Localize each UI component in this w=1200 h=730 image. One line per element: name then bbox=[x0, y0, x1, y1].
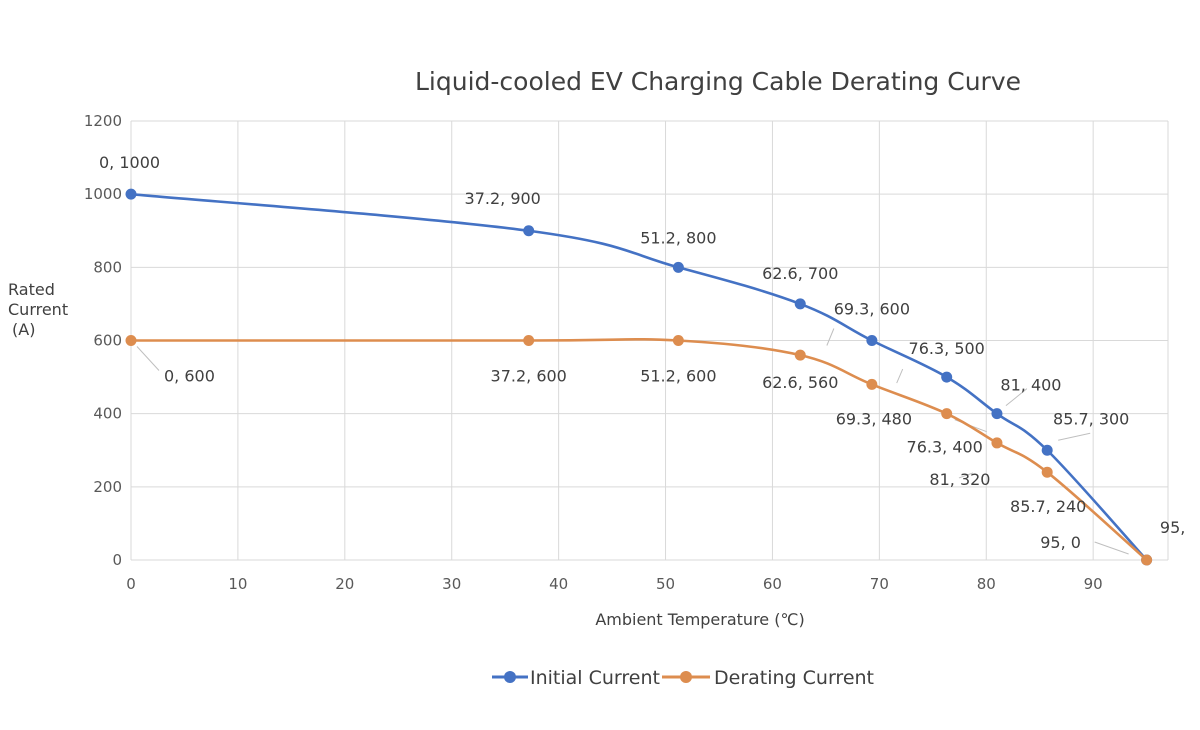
data-label-derating-current: 95, 0 bbox=[1040, 533, 1081, 552]
legend-label-initial: Initial Current bbox=[530, 667, 660, 689]
x-tick-label: 10 bbox=[228, 575, 247, 593]
data-label-derating-current: 76.3, 400 bbox=[907, 438, 983, 457]
data-label-initial-current: 95, bbox=[1160, 518, 1185, 537]
chart-title: Liquid-cooled EV Charging Cable Derating… bbox=[415, 67, 1021, 96]
data-label-derating-current: 85.7, 240 bbox=[1010, 497, 1086, 516]
y-tick-label: 800 bbox=[93, 258, 122, 276]
data-point-derating-current bbox=[1041, 466, 1053, 478]
data-label-initial-current: 69.3, 600 bbox=[834, 300, 910, 319]
y-axis-label: Rated Current (A) bbox=[8, 280, 68, 339]
data-label-derating-current: 81, 320 bbox=[929, 470, 990, 489]
y-tick-label: 600 bbox=[93, 332, 122, 350]
label-leader-line bbox=[896, 368, 904, 384]
data-label-initial-current: 76.3, 500 bbox=[909, 339, 985, 358]
label-leader-line bbox=[958, 472, 974, 479]
series-lines bbox=[130, 192, 1148, 561]
data-point-derating-current bbox=[991, 437, 1003, 449]
label-leader-lines bbox=[130, 180, 1129, 555]
data-label-derating-current: 62.6, 560 bbox=[762, 373, 838, 392]
label-leader-line bbox=[826, 328, 835, 346]
series-line-initial-current bbox=[130, 192, 1148, 561]
data-point-derating-current bbox=[672, 335, 684, 346]
data-point-derating-current bbox=[794, 349, 806, 361]
x-axis-label: Ambient Temperature (℃) bbox=[595, 610, 804, 629]
x-tick-label: 80 bbox=[977, 575, 996, 593]
data-label-initial-current: 81, 400 bbox=[1000, 376, 1061, 395]
data-label-initial-current: 85.7, 300 bbox=[1053, 409, 1129, 428]
data-label-initial-current: 62.6, 700 bbox=[762, 264, 838, 283]
label-leader-line bbox=[1094, 541, 1129, 555]
data-point-derating-current bbox=[125, 335, 137, 346]
legend-initial-current: Initial Current bbox=[492, 667, 660, 689]
x-tick-label: 50 bbox=[656, 575, 675, 593]
y-tick-label: 1000 bbox=[84, 185, 122, 203]
legend-marker-initial bbox=[504, 671, 516, 683]
data-label-derating-current: 69.3, 480 bbox=[836, 409, 912, 428]
data-point-initial-current bbox=[991, 408, 1003, 420]
data-point-initial-current bbox=[672, 261, 684, 273]
legend-derating-current: Derating Current bbox=[662, 667, 874, 689]
data-labels: 0, 1000 37.2, 900 51.2, 800 62.6, 700 69.3, … bbox=[99, 153, 1185, 552]
y-axis-label-line-2: Current bbox=[8, 300, 68, 319]
data-point-derating-current bbox=[866, 378, 878, 390]
series-line-derating-current bbox=[130, 338, 1148, 561]
data-label-initial-current: 37.2, 900 bbox=[465, 189, 541, 208]
x-tick-label: 20 bbox=[335, 575, 354, 593]
data-point-initial-current bbox=[523, 225, 535, 237]
legend: Initial Current Derating Current bbox=[492, 667, 874, 689]
y-axis-label-line-3: (A) bbox=[12, 320, 35, 339]
x-tick-label: 30 bbox=[442, 575, 461, 593]
data-point-initial-current bbox=[794, 298, 806, 310]
axis-ticks: 0 200 400 600 800 1000 1200 0 10 20 30 40 50 60 70 80 90 bbox=[84, 112, 1103, 593]
data-point-derating-current bbox=[1141, 554, 1153, 566]
data-point-initial-current bbox=[125, 188, 137, 200]
data-label-derating-current: 51.2, 600 bbox=[640, 367, 716, 386]
y-tick-label: 0 bbox=[112, 551, 122, 569]
label-leader-line bbox=[1005, 388, 1028, 407]
y-tick-label: 1200 bbox=[84, 112, 122, 130]
y-tick-label: 400 bbox=[93, 405, 122, 423]
data-point-initial-current bbox=[866, 335, 878, 346]
y-tick-label: 200 bbox=[93, 478, 122, 496]
data-label-initial-current: 51.2, 800 bbox=[640, 228, 716, 247]
series-markers bbox=[125, 188, 1153, 566]
data-point-derating-current bbox=[523, 335, 535, 346]
data-point-derating-current bbox=[941, 408, 953, 420]
x-tick-label: 60 bbox=[763, 575, 782, 593]
y-axis-label-line-1: Rated bbox=[8, 280, 55, 299]
x-tick-label: 70 bbox=[870, 575, 889, 593]
label-leader-line bbox=[136, 346, 160, 371]
legend-marker-derating bbox=[680, 671, 692, 683]
x-tick-label: 0 bbox=[126, 575, 136, 593]
data-point-initial-current bbox=[1041, 444, 1053, 456]
data-point-initial-current bbox=[941, 371, 953, 383]
data-label-derating-current: 0, 600 bbox=[164, 367, 215, 386]
x-tick-label: 90 bbox=[1084, 575, 1103, 593]
data-label-initial-current: 0, 1000 bbox=[99, 153, 160, 172]
data-label-derating-current: 37.2, 600 bbox=[491, 367, 567, 386]
label-leader-line bbox=[1058, 432, 1091, 441]
x-tick-label: 40 bbox=[549, 575, 568, 593]
legend-label-derating: Derating Current bbox=[714, 667, 874, 689]
